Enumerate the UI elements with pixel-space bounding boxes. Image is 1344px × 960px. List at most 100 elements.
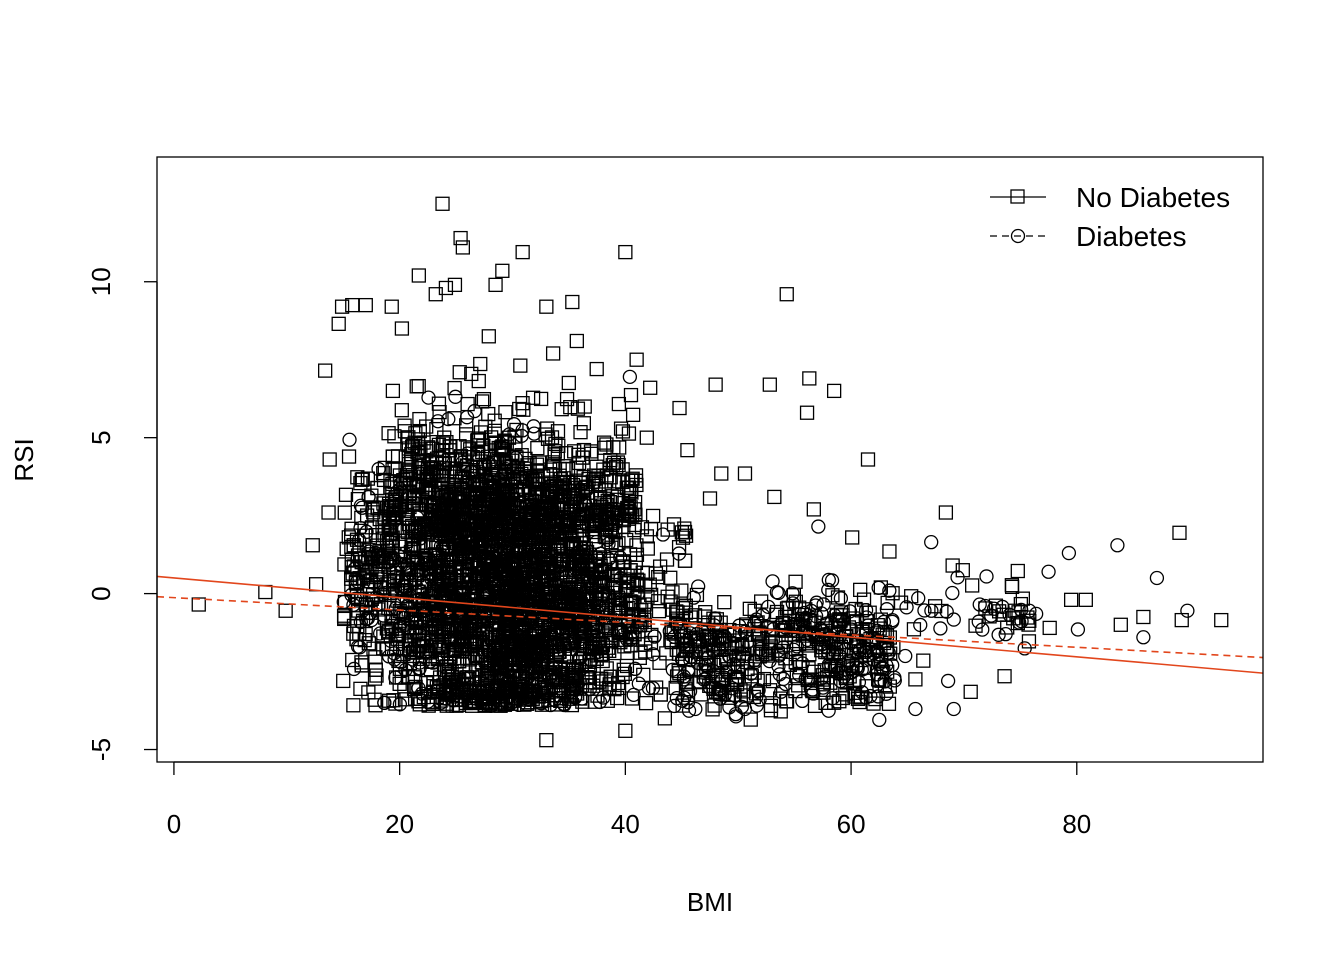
data-point-no-diabetes [454,607,470,623]
data-point-diabetes [906,622,922,637]
data-point-no-diabetes [447,643,462,658]
data-point-no-diabetes [558,594,573,609]
data-point-diabetes [872,712,887,728]
data-point-no-diabetes [385,486,400,502]
data-point-no-diabetes [465,694,480,709]
data-point-no-diabetes [548,601,563,617]
data-point-no-diabetes [879,686,894,701]
data-point-diabetes [747,653,762,668]
data-point-no-diabetes [564,636,579,651]
data-point-diabetes [676,601,691,616]
data-point-no-diabetes [345,652,360,668]
data-point-no-diabetes [401,516,417,532]
data-point-diabetes [859,610,874,625]
data-point-no-diabetes [625,407,641,423]
data-point-no-diabetes [871,672,886,687]
data-point-no-diabetes [387,652,402,667]
data-point-no-diabetes [322,452,337,467]
data-point-diabetes [1061,545,1077,561]
data-point-no-diabetes [762,377,777,392]
data-point-no-diabetes [566,593,581,609]
data-point-diabetes [1022,603,1037,618]
data-point-no-diabetes [498,455,513,470]
data-point-no-diabetes [579,601,594,616]
data-point-diabetes [748,686,764,701]
data-point-no-diabetes [504,511,520,526]
data-point-no-diabetes [426,675,441,690]
data-point-no-diabetes [589,502,604,518]
data-point-diabetes [776,671,791,687]
data-point-no-diabetes [379,621,395,636]
data-point-diabetes [946,612,961,627]
data-point-no-diabetes [663,570,678,585]
data-point-no-diabetes [561,589,576,604]
data-point-diabetes [622,369,638,385]
data-point-diabetes [788,683,803,699]
data-point-no-diabetes [472,557,487,573]
data-point-diabetes [533,656,549,671]
data-point-no-diabetes [683,610,698,625]
data-point-no-diabetes [535,561,550,576]
data-point-no-diabetes [350,470,365,485]
data-point-no-diabetes [669,669,685,684]
data-point-diabetes [870,617,885,633]
data-point-no-diabetes [589,361,604,377]
data-point-diabetes [1110,538,1125,553]
data-point-no-diabetes [454,583,469,598]
data-point-no-diabetes [854,652,869,668]
y-tick-label-10: 10 [86,267,116,296]
data-point-no-diabetes [408,670,423,685]
data-point-no-diabetes [846,644,862,659]
data-point-no-diabetes [807,698,823,714]
data-point-no-diabetes [354,658,369,673]
data-point-diabetes [908,701,923,717]
data-point-no-diabetes [814,637,829,652]
data-point-no-diabetes [429,624,444,640]
data-point-no-diabetes [504,479,519,494]
data-point-no-diabetes [410,488,425,504]
data-point-no-diabetes [691,579,706,594]
data-point-no-diabetes [429,421,444,437]
data-point-no-diabetes [366,505,381,520]
data-point-no-diabetes [368,698,383,713]
data-point-no-diabetes [368,528,383,543]
data-point-no-diabetes [623,563,638,578]
data-point-no-diabetes [533,502,549,518]
data-point-diabetes [821,572,836,588]
data-point-no-diabetes [664,625,679,640]
data-point-diabetes [853,582,868,598]
data-point-no-diabetes [479,671,494,686]
data-point-no-diabetes [519,505,535,520]
data-point-no-diabetes [628,468,644,483]
data-point-no-diabetes [554,667,570,682]
data-point-no-diabetes [612,605,628,621]
data-point-no-diabetes [371,461,386,477]
data-point-diabetes [376,465,391,481]
data-point-no-diabetes [387,461,402,476]
data-point-no-diabetes [708,377,723,392]
data-point-no-diabetes [924,603,939,618]
data-point-diabetes [792,667,807,682]
data-point-diabetes [544,579,559,594]
data-point-no-diabetes [619,503,634,519]
data-point-no-diabetes [697,609,712,624]
data-point-no-diabetes [1172,525,1187,540]
data-point-no-diabetes [640,589,655,604]
data-point-no-diabetes [525,390,541,405]
data-point-no-diabetes [522,515,537,530]
data-point-no-diabetes [488,277,503,293]
data-point-no-diabetes [536,569,552,585]
data-point-no-diabetes [386,570,402,585]
data-point-no-diabetes [496,554,511,570]
data-point-no-diabetes [363,574,378,589]
y-tick-label-0: 0 [86,586,116,600]
data-point-no-diabetes [573,636,588,651]
data-point-no-diabetes [563,500,578,515]
data-point-no-diabetes [566,491,581,506]
data-point-no-diabetes [420,598,436,613]
data-point-no-diabetes [592,507,608,523]
data-point-no-diabetes [754,644,769,659]
data-point-no-diabetes [338,487,354,502]
y-tick-label-5: 5 [86,430,116,444]
data-point-diabetes [871,580,886,595]
